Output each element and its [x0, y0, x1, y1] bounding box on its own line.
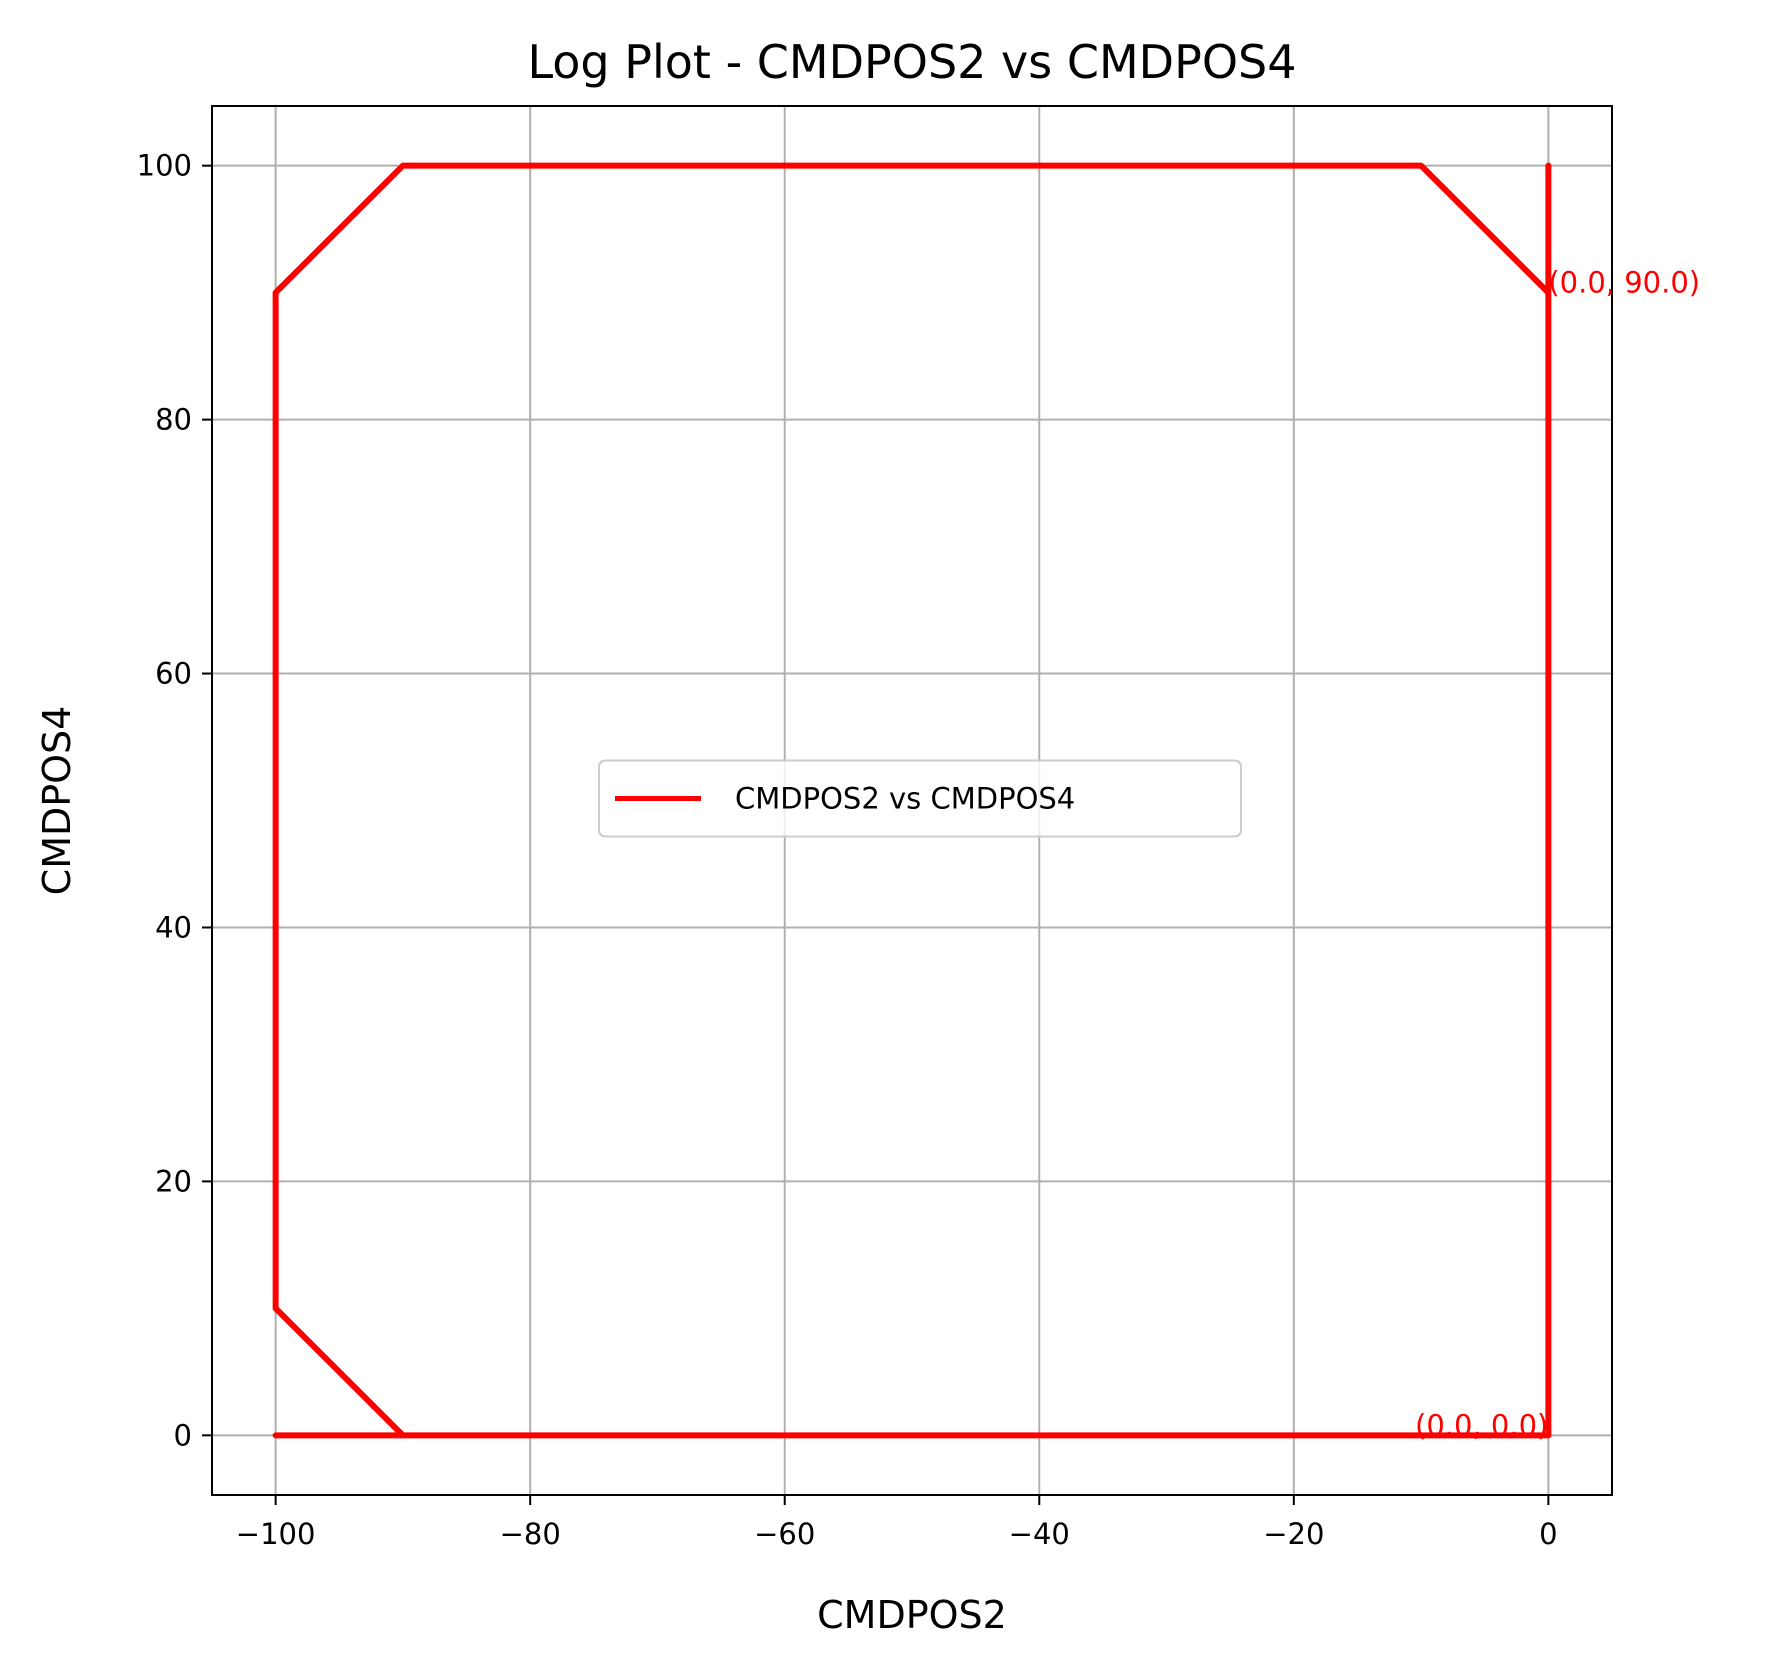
y-tick-label: 100 [137, 149, 192, 183]
y-axis-label: CMDPOS4 [35, 706, 79, 896]
chart-title: Log Plot - CMDPOS2 vs CMDPOS4 [527, 35, 1296, 89]
x-tick-label: −80 [500, 1517, 561, 1551]
y-tick-label: 40 [155, 910, 192, 944]
x-tick-label: −100 [236, 1517, 316, 1551]
legend-box [598, 759, 1242, 838]
y-tick-label: 20 [155, 1164, 192, 1198]
point-annotation: (0.0, 0.0) [1415, 1408, 1548, 1442]
point-annotation: (0.0, 90.0) [1548, 266, 1700, 300]
y-axis-ticks: 0 20 40 60 80 100 [137, 149, 212, 1452]
x-axis-ticks: −100 −80 −60 −40 −20 0 [236, 1495, 1558, 1551]
series-layer [272, 162, 1552, 1439]
x-tick-label: −20 [1263, 1517, 1324, 1551]
annotation-layer: (0.0, 90.0) (0.0, 0.0) [1415, 266, 1700, 1443]
y-tick-label: 80 [155, 403, 192, 437]
x-tick-label: −40 [1009, 1517, 1070, 1551]
y-tick-label: 0 [174, 1418, 192, 1452]
legend: CMDPOS2 vs CMDPOS4 [598, 759, 1242, 838]
legend-entry-label: CMDPOS2 vs CMDPOS4 [735, 782, 1075, 816]
series-line [272, 162, 1552, 1439]
axes-frame [211, 105, 1613, 1496]
x-tick-label: 0 [1539, 1517, 1557, 1551]
x-tick-label: −60 [754, 1517, 815, 1551]
x-axis-label: CMDPOS2 [817, 1593, 1007, 1637]
y-tick-label: 60 [155, 657, 192, 691]
